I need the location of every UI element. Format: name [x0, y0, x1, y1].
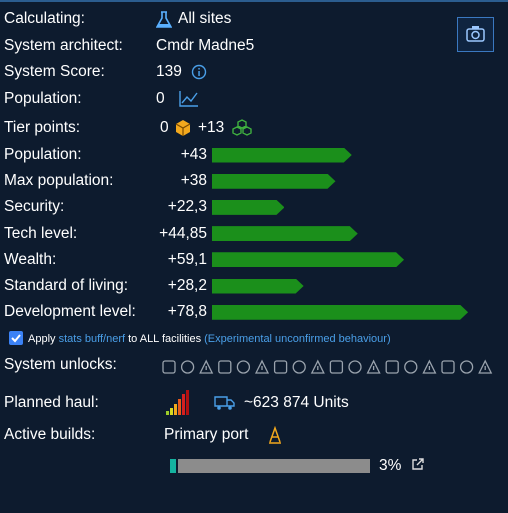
stat-value: +78,8 [167, 303, 207, 321]
stat-name: Tech level: [4, 224, 78, 242]
unlock-icon [310, 359, 325, 374]
truck-icon [214, 396, 235, 410]
tier-minor: +13 [198, 119, 225, 136]
label: Tier points: [4, 119, 81, 136]
label: System architect: [4, 37, 123, 54]
chart-icon[interactable] [179, 90, 199, 107]
info-icon[interactable] [191, 64, 207, 80]
stat-bar [212, 252, 404, 267]
stat-bar [212, 200, 284, 215]
unlock-icon [236, 360, 251, 374]
camera-icon [466, 26, 485, 42]
unlock-icon [348, 360, 362, 374]
stat-name: Max population: [4, 172, 114, 190]
stat-bar [212, 305, 468, 320]
progress-track [178, 459, 370, 473]
flask-icon [156, 11, 172, 28]
unlock-icon [162, 360, 176, 374]
label: System unlocks: [4, 356, 117, 373]
top-border [0, 0, 508, 2]
build-name[interactable]: Primary port [164, 426, 249, 443]
value: 0 [156, 90, 165, 107]
external-link-icon[interactable] [411, 457, 425, 471]
stat-value: +28,2 [167, 277, 207, 294]
value: 139 [156, 63, 182, 80]
stat-name: Population: [4, 146, 82, 163]
unlock-icon [478, 359, 493, 374]
stat-name: Standard of living: [4, 277, 129, 294]
stat-value: +43 [180, 146, 207, 163]
stat-value: +22,3 [167, 198, 207, 216]
haul-value: ~623 874 Units [244, 394, 349, 411]
unlock-icon [273, 360, 288, 374]
tier-major: 0 [160, 119, 169, 136]
unlock-icon [292, 360, 306, 374]
unlock-icon [404, 360, 418, 374]
stat-name: Wealth: [4, 250, 57, 268]
stat-bar [212, 279, 304, 294]
stat-bar [212, 226, 358, 241]
unlock-icon [329, 360, 344, 374]
progress-label: 3% [379, 457, 402, 474]
cube-icon [175, 120, 191, 136]
checkbox[interactable] [9, 331, 23, 345]
label: System Score: [4, 63, 105, 80]
cubes-icon [232, 119, 252, 136]
apply-text: Apply [28, 333, 56, 345]
unlock-icon [254, 359, 270, 374]
apply-text: to ALL facilities [128, 333, 202, 345]
stat-value: +44,85 [159, 224, 207, 242]
label: Planned haul: [4, 394, 99, 411]
stats-link[interactable]: stats buff/nerf [58, 333, 126, 345]
apply-line: Apply stats buff/nerf to ALL facilities … [28, 332, 391, 346]
stat-bar [212, 174, 336, 189]
note: (Experimental unconfirmed behaviour) [204, 333, 391, 345]
unlock-icon [385, 360, 399, 374]
unlock-icon [180, 360, 195, 374]
value: Cmdr Madne5 [156, 37, 255, 54]
unlock-icon [199, 359, 214, 374]
unlock-icon [422, 359, 437, 374]
stat-value: +59,1 [167, 250, 207, 268]
stat-name: Security: [4, 198, 65, 216]
unlock-icon [441, 360, 455, 374]
stat-name: Development level: [4, 303, 136, 321]
label: Calculating: [4, 10, 85, 27]
value: All sites [178, 10, 232, 27]
unlock-icon [218, 360, 232, 374]
label: Active builds: [4, 426, 96, 443]
progress-bar [170, 459, 176, 473]
stat-bar [212, 148, 352, 163]
signal-icon [166, 390, 189, 415]
unlock-icon [459, 360, 474, 374]
label: Population: [4, 90, 82, 107]
port-icon [269, 426, 281, 444]
unlock-icons [162, 359, 493, 374]
screenshot-button[interactable] [457, 17, 494, 52]
stat-value: +38 [180, 172, 207, 190]
unlock-icon [366, 359, 381, 374]
